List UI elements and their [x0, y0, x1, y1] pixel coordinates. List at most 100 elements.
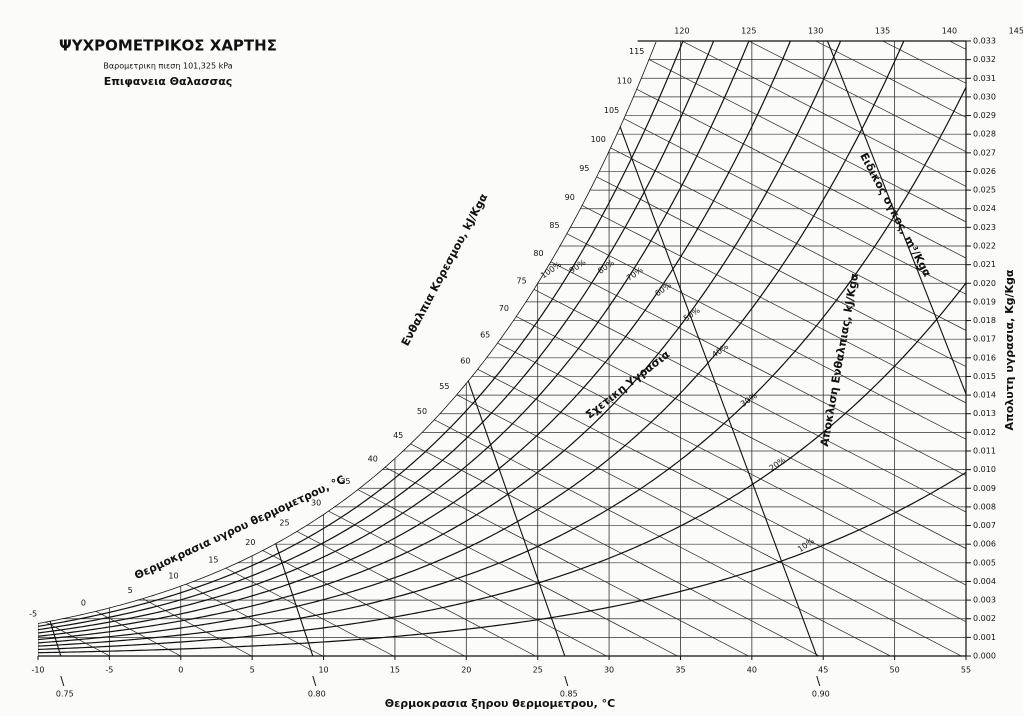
x-tick-label: -10 [31, 666, 44, 675]
rh-label: 70% [625, 265, 645, 283]
rh-curve [38, 41, 966, 634]
enthalpy-tick-label: 90 [565, 193, 575, 202]
enthalpy-tick-label: 70 [499, 304, 509, 313]
enthalpy-line [497, 342, 966, 656]
enthalpy-line [636, 88, 966, 656]
rh-label: 80% [596, 258, 616, 276]
enthalpy-tick-label: 10 [168, 571, 178, 580]
chart-title: ΨΥΧΡΟΜΕΤΡΙΚΟΣ ΧΑΡΤΗΣ [59, 37, 277, 55]
y-tick-label: 0.032 [973, 55, 996, 64]
rh-curve [38, 471, 966, 654]
enthalpy-tick-label: 25 [279, 519, 289, 528]
y-tick-label: 0.005 [973, 558, 996, 567]
y-tick-label: 0.012 [973, 428, 996, 437]
y-tick-label: 0.001 [973, 633, 996, 642]
enthalpy-tick-label: 110 [617, 77, 632, 86]
enthalpy-line [882, 41, 966, 656]
rh-curve [38, 41, 966, 641]
enthalpy-tick-label: 60 [460, 357, 470, 366]
y-tick-label: 0.016 [973, 353, 996, 362]
enthalpy-line [327, 510, 607, 656]
y-tick-label: 0.031 [973, 74, 996, 83]
volume-tick [60, 675, 65, 687]
y-tick-label: 0.018 [973, 316, 996, 325]
enthalpy-tick-label: 20 [245, 538, 255, 547]
enthalpy-line [623, 118, 966, 656]
enthalpy-tick-label: 45 [393, 431, 403, 440]
volume-tick-label: 0.75 [56, 690, 74, 699]
enthalpy-tick-label: 125 [741, 27, 756, 36]
enthalpy-line [681, 41, 966, 656]
enthalpy-line [515, 315, 966, 656]
enthalpy-line [357, 489, 678, 656]
y-tick-label: 0.003 [973, 596, 996, 605]
x-tick-label: 30 [604, 666, 614, 675]
y-tick-label: 0.006 [973, 540, 996, 549]
wet-bulb-label: Θερμοκρασια υγρου θερμομετρου, °C [132, 473, 347, 582]
y-tick-label: 0.025 [973, 186, 996, 195]
enthalpy-line [596, 176, 966, 656]
enthalpy-tick-label: 135 [875, 27, 890, 36]
volume-tick [816, 675, 821, 687]
y-tick-label: 0.008 [973, 502, 996, 511]
enthalpy-line [1016, 41, 1023, 656]
y-tick-label: 0.002 [973, 614, 996, 623]
enthalpy-tick-label: 105 [604, 106, 619, 115]
enthalpy-tick-label: 130 [808, 27, 823, 36]
enthalpy-tick-label: 140 [942, 27, 957, 36]
rh-curve [38, 41, 966, 631]
y-tick-label: 0.000 [973, 652, 996, 661]
y-tick-label: 0.010 [973, 465, 996, 474]
enthalpy-line [456, 394, 962, 656]
x-tick-label: 55 [961, 666, 971, 675]
y-tick-label: 0.024 [973, 204, 996, 213]
enthalpy-line [296, 530, 536, 656]
enthalpy-line [477, 368, 966, 656]
enthalpy-tick-label: 55 [439, 382, 449, 391]
enthalpy-tick-label: 100 [591, 135, 606, 144]
y-tick-label: 0.019 [973, 297, 996, 306]
x-tick-label: 10 [318, 666, 328, 675]
rh-label: 40% [710, 342, 730, 360]
enthalpy-tick-label: 0 [81, 599, 86, 608]
deviation-label: Αποκλιση Ενθαλπιας, kJ/Kgα [818, 272, 861, 448]
volume-line [587, 41, 818, 656]
enthalpy-line [410, 443, 820, 656]
y-tick-label: 0.020 [973, 279, 996, 288]
enthalpy-line [748, 41, 966, 656]
x-axis-label: Θερμοκρασια ξηρου θερμομετρου, °C [385, 697, 615, 710]
y-tick-label: 0.007 [973, 521, 996, 530]
enthalpy-line [225, 567, 394, 656]
enthalpy-tick-label: 120 [674, 27, 689, 36]
enthalpy-tick-label: 50 [417, 407, 427, 416]
enthalpy-line [610, 147, 966, 656]
x-tick-label: 15 [390, 666, 400, 675]
y-tick-label: 0.023 [973, 223, 996, 232]
y-tick-label: 0.030 [973, 92, 996, 101]
enthalpy-tick-label: 145 [1009, 27, 1023, 36]
enthalpy-line [533, 288, 966, 656]
plot-area [38, 41, 1023, 656]
y-tick-label: 0.028 [973, 130, 996, 139]
subtitle: Βαρομετρικη πιεση 101,325 kPa [103, 62, 232, 71]
y-tick-label: 0.014 [973, 391, 996, 400]
y-tick-label: 0.029 [973, 111, 996, 120]
enthalpy-tick-label: 40 [368, 455, 378, 464]
enthalpy-tick-label: 15 [208, 555, 218, 564]
y-axis-label: Απολυτη υγρασια, Kg/Kgα [1003, 269, 1016, 430]
enthalpy-tick-label: 115 [629, 47, 644, 56]
x-tick-label: 0 [178, 666, 183, 675]
subtitle: Επιφανεια Θαλασσας [104, 75, 233, 88]
rh-label: 10% [796, 536, 816, 554]
y-tick-label: 0.021 [973, 260, 996, 269]
y-tick-label: 0.027 [973, 148, 996, 157]
y-tick-label: 0.013 [973, 409, 996, 418]
enthalpy-tick-label: 80 [533, 249, 543, 258]
rh-label: 90% [568, 257, 588, 275]
enthalpy-tick-label: 85 [549, 221, 559, 230]
enthalpy-tick-label: 95 [579, 164, 589, 173]
enthalpy-tick-label: 35 [340, 477, 350, 486]
enthalpy-tick-label: 5 [128, 586, 133, 595]
x-tick-label: -5 [105, 666, 113, 675]
